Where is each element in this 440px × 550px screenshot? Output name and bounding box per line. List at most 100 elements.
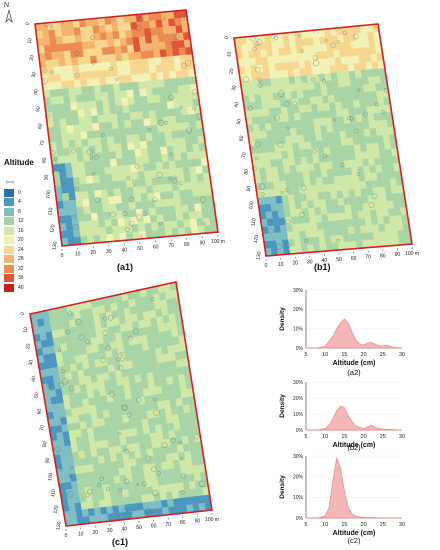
map-cell (102, 54, 111, 63)
map-cell (256, 153, 265, 162)
map-cell (52, 111, 60, 120)
map-cell (201, 210, 210, 219)
map-cell (268, 107, 277, 116)
map-cell (170, 33, 178, 42)
map-cell (164, 131, 173, 140)
map-cell (276, 121, 285, 130)
map-cell (292, 105, 301, 114)
map-cell (84, 115, 93, 125)
map-cell (251, 116, 260, 125)
map-cell (108, 151, 117, 160)
contour-line (66, 491, 74, 498)
contour-line (284, 101, 290, 107)
map-cell (49, 89, 57, 98)
contour-line (128, 196, 134, 202)
map-label-c1: (c1) (112, 537, 129, 547)
map-cell (120, 90, 128, 99)
contour-line (94, 197, 101, 203)
map-cell (78, 221, 87, 230)
map-cell (149, 214, 158, 224)
map-cell (126, 134, 134, 143)
contour-line (181, 62, 187, 69)
x-tick-label: 60 (351, 256, 357, 262)
map-cell (145, 185, 154, 194)
map-cell (99, 77, 107, 86)
map-cell (64, 162, 73, 171)
map-cell (142, 208, 151, 217)
map-cell (279, 224, 288, 233)
map-cell (276, 77, 284, 86)
x-tick-label: 100 m (405, 251, 419, 257)
legend-swatch (4, 198, 14, 207)
map-cell (128, 104, 137, 113)
map-cell (133, 193, 142, 203)
contour-line (336, 40, 341, 44)
map-cell (296, 171, 304, 180)
map-cell (89, 55, 98, 64)
map-cell (172, 48, 180, 57)
map-cell (131, 224, 140, 233)
map-cell (179, 144, 188, 154)
legend-value: 28 (18, 256, 24, 263)
map-cell (280, 232, 289, 241)
map-cell (270, 159, 278, 168)
contour-line (105, 487, 110, 492)
map-cell (178, 47, 187, 56)
contour-line (68, 385, 75, 392)
map-cell (129, 66, 138, 76)
map-cell (278, 173, 286, 182)
map-cell (280, 106, 289, 115)
density-area (306, 405, 403, 431)
map-cell (160, 198, 169, 208)
contour-line (258, 183, 266, 190)
map-cell (129, 209, 138, 218)
map-cell (154, 102, 162, 111)
contour-line (135, 24, 142, 31)
map-cell (250, 109, 258, 118)
map-cell (188, 211, 197, 220)
map-cell (55, 141, 64, 150)
map-cell (305, 193, 314, 202)
legend-item: 32 (4, 264, 34, 274)
legend-item: 20 (4, 236, 34, 246)
map-cell (54, 28, 63, 38)
map-cell (115, 53, 123, 62)
map-cell (166, 190, 175, 200)
map-cell (174, 17, 182, 27)
map-cell (162, 116, 171, 125)
map-cell (105, 226, 114, 235)
map-cell (260, 137, 269, 147)
contour-line (86, 148, 94, 156)
map-cell (194, 203, 203, 212)
map-cell (79, 228, 88, 238)
map-cell (181, 204, 190, 213)
contour-line (161, 441, 168, 449)
map-cell (137, 73, 145, 83)
contour-line (186, 127, 192, 134)
y-tick-label: 10% (293, 412, 304, 418)
contour-line (153, 397, 157, 402)
map-cell (273, 225, 282, 234)
y-tick-label: 10 (27, 37, 34, 44)
map-cell (76, 154, 85, 163)
x-tick-label: 15 (341, 434, 347, 440)
map-cell (83, 56, 92, 65)
map-cell (310, 222, 318, 231)
map-cell (53, 126, 62, 135)
map-cell (102, 151, 111, 161)
map-cell (146, 95, 155, 104)
legend-value: 8 (18, 208, 21, 215)
map-cell (269, 115, 278, 124)
map-cell (183, 129, 192, 138)
contour-line (170, 437, 177, 444)
map-cell (260, 174, 268, 183)
map-cell (169, 25, 177, 35)
contour-line (286, 126, 290, 130)
map-cell (150, 27, 158, 36)
y-tick-label: 60 (37, 123, 44, 130)
map-cell (60, 125, 68, 134)
map-cell (189, 173, 198, 183)
x-tick-label: 20 (361, 352, 367, 358)
map-cell (57, 103, 66, 112)
map-cell (94, 40, 102, 49)
